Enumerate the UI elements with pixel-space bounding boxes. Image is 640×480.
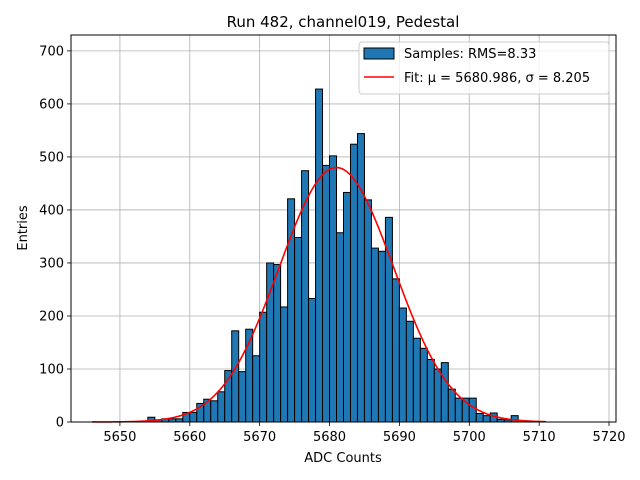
histogram-bar — [391, 278, 400, 423]
histogram-bar — [231, 330, 240, 423]
gaussian-fit-line — [91, 166, 547, 423]
histogram-bar — [189, 411, 198, 423]
histogram-bar — [273, 264, 282, 423]
x-axis-label: ADC Counts — [304, 451, 382, 466]
histogram-bar — [329, 155, 338, 423]
histogram-bar — [308, 297, 317, 423]
histogram-bar — [433, 368, 442, 423]
x-tick-label: 5700 — [453, 430, 486, 445]
histogram-bar — [356, 133, 365, 423]
histogram-bar — [349, 143, 358, 423]
x-axis-ticks: 5650 5660 5670 5680 5690 5700 5710 5720 — [103, 422, 626, 445]
plot-frame — [70, 34, 617, 423]
histogram-bar — [482, 415, 491, 423]
histogram-bar — [315, 88, 324, 423]
histogram-bar — [398, 307, 407, 423]
y-tick-label: 300 — [39, 256, 64, 271]
y-tick-label: 500 — [39, 150, 64, 165]
x-tick-label: 5650 — [103, 430, 136, 445]
x-tick-label: 5680 — [313, 430, 346, 445]
y-tick-label: 200 — [39, 309, 64, 324]
x-tick-label: 5670 — [243, 430, 276, 445]
y-tick-label: 100 — [39, 362, 64, 377]
histogram-bar — [322, 164, 331, 423]
histogram-bar — [475, 413, 484, 423]
legend-samples-label: Samples: RMS=8.33 — [404, 47, 536, 62]
histogram-bar — [412, 337, 421, 423]
histogram-bar — [280, 306, 289, 423]
histogram-bar — [468, 397, 477, 423]
x-tick-label: 5660 — [173, 430, 206, 445]
y-tick-label: 600 — [39, 97, 64, 112]
histogram-bar — [336, 232, 344, 423]
legend-fit-label: Fit: μ = 5680.986, σ = 8.205 — [404, 71, 590, 86]
histogram-bar — [363, 199, 372, 423]
histogram-bar — [252, 355, 261, 423]
histogram-bar — [419, 347, 428, 423]
histogram-bar — [440, 362, 449, 423]
y-tick-label: 700 — [39, 44, 64, 59]
histogram-bar — [454, 397, 463, 423]
x-tick-label: 5720 — [592, 430, 625, 445]
histogram-bar — [238, 371, 247, 423]
legend-box — [358, 41, 610, 95]
histogram-bar — [510, 415, 519, 423]
histogram-bar — [370, 247, 379, 423]
histogram-bar — [294, 237, 303, 423]
histogram-bar — [217, 391, 226, 423]
legend: Samples: RMS=8.33 Fit: μ = 5680.986, σ =… — [358, 41, 610, 95]
histogram-bar — [287, 198, 296, 423]
y-tick-label: 400 — [39, 203, 64, 218]
x-tick-label: 5690 — [383, 430, 416, 445]
histogram-bar — [259, 311, 268, 423]
x-tick-label: 5710 — [523, 430, 556, 445]
y-axis-ticks: 0 100 200 300 400 500 600 700 — [39, 44, 71, 431]
y-axis-label: Entries — [16, 205, 31, 251]
histogram-bar — [426, 358, 435, 423]
histogram-bar — [377, 250, 386, 423]
legend-bar-swatch — [363, 47, 395, 60]
histogram-bar — [447, 388, 456, 423]
y-tick-label: 0 — [56, 416, 64, 431]
histogram-bar — [405, 320, 414, 423]
histogram-bar — [210, 400, 219, 423]
chart-title: Run 482, channel019, Pedestal — [227, 13, 460, 31]
histogram-bar — [343, 191, 351, 423]
